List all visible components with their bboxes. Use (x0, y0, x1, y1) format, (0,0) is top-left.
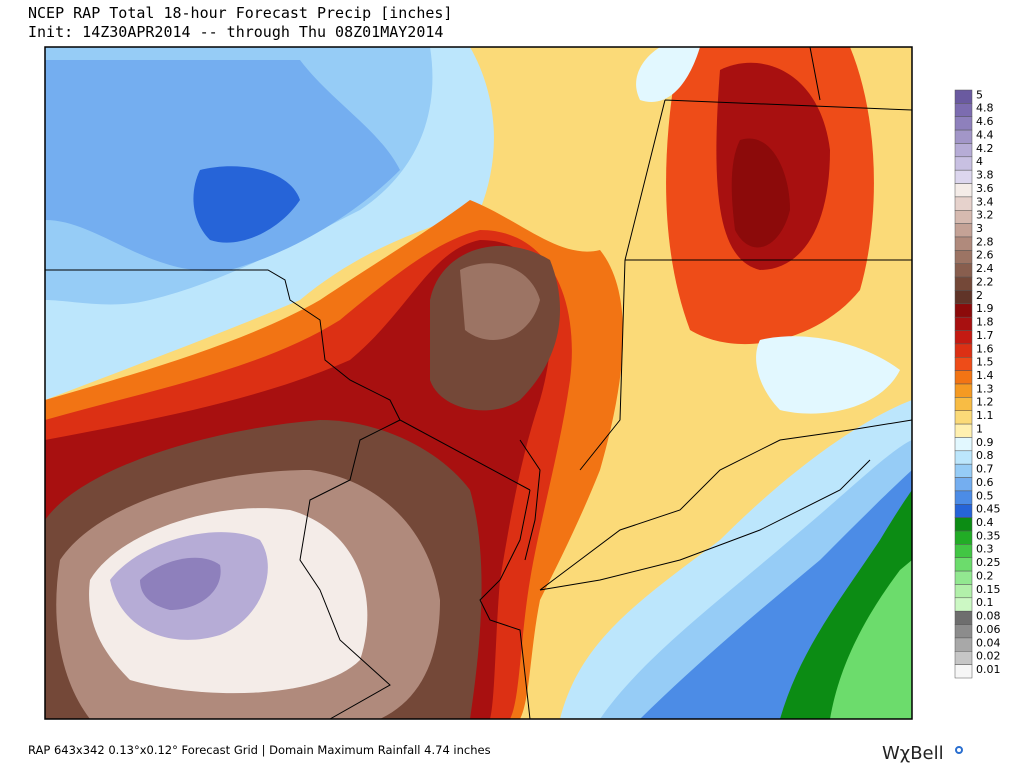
color-label: 0.02 (976, 650, 1001, 663)
colorbar: 54.84.64.44.243.83.63.43.232.82.62.42.22… (954, 88, 1001, 679)
color-label: 0.4 (976, 516, 994, 529)
precip-map (45, 47, 912, 719)
color-swatch (954, 183, 973, 198)
color-swatch (954, 584, 973, 599)
color-label: 1.6 (976, 342, 994, 355)
color-swatch (954, 250, 973, 264)
footer-info: RAP 643x342 0.13°x0.12° Forecast Grid | … (28, 743, 491, 757)
color-label: 2.6 (976, 249, 994, 262)
color-label: 4.6 (976, 115, 994, 128)
color-swatch (954, 410, 973, 425)
color-swatch (954, 624, 973, 639)
color-label: 0.9 (976, 436, 994, 449)
color-swatch (954, 490, 973, 505)
logo: WχBell (882, 743, 944, 764)
color-label: 4.8 (976, 102, 994, 115)
color-swatch (954, 637, 973, 652)
color-swatch (954, 651, 973, 665)
color-label: 0.06 (976, 623, 1001, 636)
color-label: 0.01 (976, 663, 1001, 676)
color-label: 0.35 (976, 529, 1001, 542)
color-label: 3.6 (976, 182, 994, 195)
color-label: 0.08 (976, 610, 1001, 623)
color-swatch (954, 263, 973, 278)
color-label: 5 (976, 88, 983, 101)
color-label: 4.4 (976, 128, 994, 141)
color-swatch (954, 477, 973, 492)
color-swatch (954, 196, 973, 211)
color-swatch (954, 236, 973, 251)
color-label: 4.2 (976, 142, 994, 155)
color-swatch (954, 423, 973, 438)
color-swatch (954, 129, 973, 144)
color-label: 1.1 (976, 409, 994, 422)
color-label: 0.7 (976, 463, 994, 476)
color-label: 3 (976, 222, 983, 235)
color-label: 2.2 (976, 275, 994, 288)
color-label: 1.7 (976, 329, 994, 342)
color-label: 3.8 (976, 169, 994, 182)
color-label: 1.8 (976, 316, 994, 329)
color-swatch (954, 570, 973, 585)
color-label: 2.4 (976, 262, 994, 275)
color-label: 1.4 (976, 369, 994, 382)
color-swatch (954, 290, 973, 305)
color-label: 1 (976, 422, 983, 435)
color-swatch (954, 557, 973, 572)
color-swatch (954, 303, 973, 318)
color-swatch (954, 210, 973, 224)
color-label: 0.5 (976, 489, 994, 502)
color-swatch (954, 597, 973, 612)
color-label: 2 (976, 289, 983, 302)
color-label: 0.25 (976, 556, 1001, 569)
color-swatch (954, 116, 973, 131)
color-swatch (954, 89, 973, 104)
color-label: 1.9 (976, 302, 994, 315)
color-label: 0.6 (976, 476, 994, 489)
color-label: 1.3 (976, 382, 994, 395)
color-swatch (954, 383, 973, 398)
color-swatch (954, 463, 973, 478)
color-label: 2.8 (976, 235, 994, 248)
title: NCEP RAP Total 18-hour Forecast Precip [… (28, 4, 452, 22)
logo-dot (955, 746, 963, 754)
color-swatch (954, 357, 973, 371)
color-swatch (954, 103, 973, 117)
color-swatch (954, 169, 973, 184)
color-swatch (954, 343, 973, 358)
color-swatch (954, 610, 973, 625)
color-swatch (954, 316, 973, 331)
color-swatch (954, 156, 973, 171)
subtitle: Init: 14Z30APR2014 -- through Thu 08Z01M… (28, 23, 443, 41)
color-swatch (954, 397, 973, 411)
color-label: 4 (976, 155, 983, 168)
color-label: 3.4 (976, 195, 994, 208)
color-label: 1.2 (976, 396, 994, 409)
color-label: 0.04 (976, 636, 1001, 649)
color-label: 0.45 (976, 503, 1001, 516)
color-label: 3.2 (976, 209, 994, 222)
color-swatch (954, 143, 973, 158)
color-label: 0.8 (976, 449, 994, 462)
color-swatch (954, 530, 973, 545)
color-swatch (954, 330, 973, 345)
color-label: 0.15 (976, 583, 1001, 596)
color-swatch (954, 544, 973, 558)
color-label: 1.5 (976, 356, 994, 369)
color-label: 0.2 (976, 569, 994, 582)
color-swatch (954, 223, 973, 238)
color-swatch (954, 276, 973, 291)
color-swatch (954, 370, 973, 385)
map-frame (44, 46, 913, 720)
color-label: 0.3 (976, 543, 994, 556)
color-swatch (954, 450, 973, 465)
color-swatch (954, 504, 973, 518)
color-swatch (954, 664, 973, 679)
color-swatch (954, 437, 973, 452)
color-swatch (954, 517, 973, 532)
color-label: 0.1 (976, 596, 994, 609)
